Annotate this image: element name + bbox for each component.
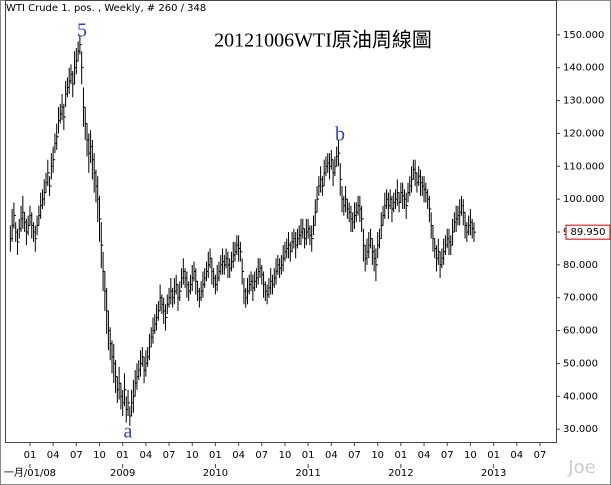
x-tick-label: 10 [371, 450, 384, 461]
x-tick-label: 01 [116, 450, 129, 461]
wave-label: 5 [77, 20, 87, 42]
x-tick-label: 07 [348, 450, 361, 461]
wave-label: b [335, 124, 345, 146]
year-label: 一月/01/08 [4, 467, 56, 479]
y-tick-label: 30.000 [563, 424, 598, 435]
x-tick-label: 10 [186, 450, 199, 461]
last-value-box [565, 224, 611, 240]
wave-label: a [124, 421, 133, 443]
x-tick-label: 04 [47, 450, 60, 461]
x-tick-label: 04 [232, 450, 245, 461]
x-tick-label: 04 [325, 450, 338, 461]
x-tick-label: 01 [487, 450, 500, 461]
x-tick-label: 07 [163, 450, 176, 461]
year-label: 2009 [110, 468, 135, 479]
x-tick-label: 01 [24, 450, 37, 461]
x-tick-label: 07 [441, 450, 454, 461]
x-tick-label: 04 [510, 450, 523, 461]
y-tick-label: 150.000 [563, 30, 604, 41]
y-tick-label: 60.000 [563, 326, 598, 337]
year-label: 2011 [295, 468, 320, 479]
y-tick-label: 110.000 [563, 161, 604, 172]
watermark: Joe [567, 457, 595, 478]
y-tick-label: 50.000 [563, 358, 598, 369]
y-tick-label: 100.000 [563, 194, 604, 205]
year-label: 2013 [481, 468, 506, 479]
x-tick-label: 01 [394, 450, 407, 461]
last-value-label: 89.950 [571, 227, 606, 238]
plot-border [5, 0, 557, 443]
y-tick-label: 70.000 [563, 293, 598, 304]
x-tick-label: 07 [255, 450, 268, 461]
x-tick-label: 07 [70, 450, 83, 461]
y-tick-label: 40.000 [563, 391, 598, 402]
x-tick-label: 01 [209, 450, 222, 461]
x-tick-label: 04 [140, 450, 153, 461]
x-tick-label: 01 [302, 450, 315, 461]
x-tick-label: 10 [464, 450, 477, 461]
x-tick-label: 07 [534, 450, 547, 461]
y-tick-label: 120.000 [563, 128, 604, 139]
y-tick-label: 80.000 [563, 260, 598, 271]
y-tick-label: 140.000 [563, 63, 604, 74]
x-tick-label: 10 [279, 450, 292, 461]
x-tick-label: 10 [93, 450, 106, 461]
x-tick-label: 04 [418, 450, 431, 461]
chart-title: 20121006WTI原油周線圖 [214, 29, 432, 52]
year-label: 2012 [388, 468, 413, 479]
year-label: 2010 [203, 468, 228, 479]
chart-header: WTI Crude 1. pos. , Weekly, # 260 / 348 [6, 3, 206, 14]
y-tick-label: 130.000 [563, 96, 604, 107]
